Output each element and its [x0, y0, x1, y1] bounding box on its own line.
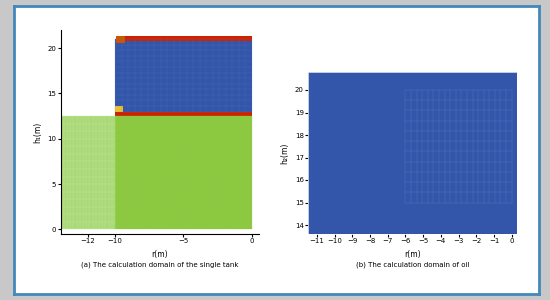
Title: (b) The calculation domain of oil: (b) The calculation domain of oil	[356, 261, 469, 268]
Title: (a) The calculation domain of the single tank: (a) The calculation domain of the single…	[81, 262, 238, 268]
Y-axis label: h₁(m): h₁(m)	[33, 122, 42, 142]
X-axis label: r(m): r(m)	[404, 250, 421, 259]
Y-axis label: h₂(m): h₂(m)	[280, 142, 289, 164]
X-axis label: r(m): r(m)	[151, 250, 168, 259]
